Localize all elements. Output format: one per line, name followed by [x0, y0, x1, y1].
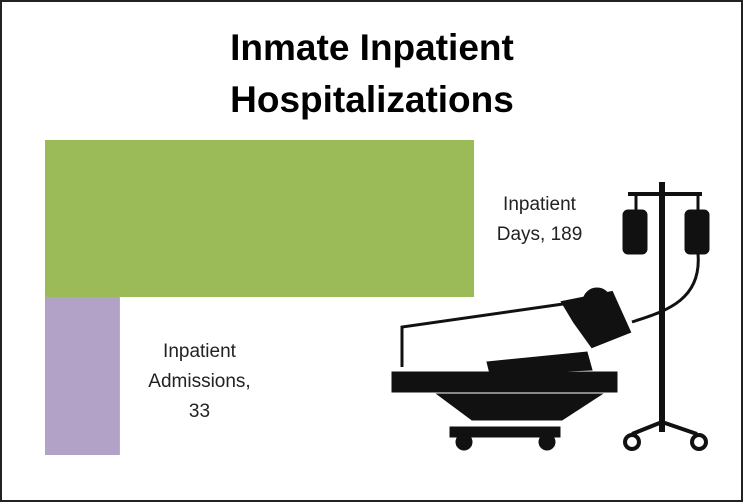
data-label: Inpatient Days, 189 [482, 190, 597, 250]
value-label: 189 [551, 224, 583, 245]
category-label: Inpatient Admissions, [148, 341, 250, 392]
chart: Inmate Inpatient Hospitalizations Inpati… [0, 0, 743, 502]
bar [45, 297, 120, 455]
data-label: Inpatient Admissions, 33 [142, 337, 257, 427]
chart-title: Inmate Inpatient Hospitalizations [192, 22, 552, 126]
value-label: 33 [189, 401, 210, 422]
bar [45, 140, 474, 297]
